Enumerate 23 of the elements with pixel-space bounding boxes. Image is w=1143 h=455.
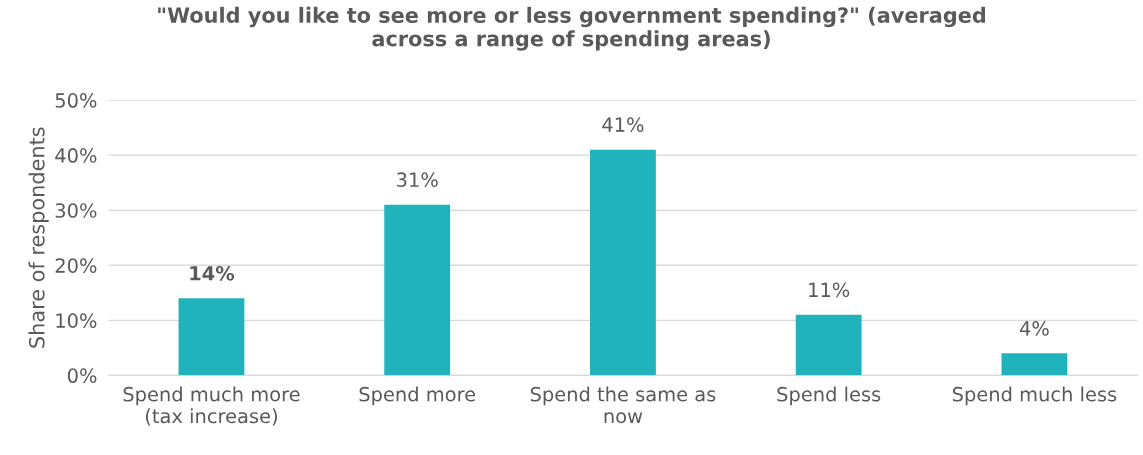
y-tick-label: 30% xyxy=(55,203,97,218)
x-tick-label: Spend much less xyxy=(952,386,1117,406)
data-label: 41% xyxy=(602,117,644,132)
bar xyxy=(590,149,656,376)
data-label: 4% xyxy=(1019,320,1049,336)
x-tick-label: Spend the same as now xyxy=(530,386,716,424)
bar xyxy=(384,204,451,376)
x-tick-label: Spend much more (tax increase) xyxy=(123,386,300,426)
bar xyxy=(1001,353,1068,376)
y-tick-label: 40% xyxy=(55,148,97,163)
y-tick-label: 0% xyxy=(67,368,97,384)
y-axis-title: Share of respondents xyxy=(28,127,49,348)
data-label: 14% xyxy=(190,265,235,281)
bar xyxy=(795,314,862,376)
data-label: 31% xyxy=(397,172,438,188)
y-tick-label: 10% xyxy=(56,313,97,328)
data-label: 11% xyxy=(809,282,850,298)
y-tick-label: 50% xyxy=(55,93,97,108)
y-tick-label: 20% xyxy=(55,258,97,273)
x-tick-label: Spend less xyxy=(777,386,881,406)
x-tick-label: Spend more xyxy=(359,386,476,406)
chart-title: "Would you like to see more or less government spending?" (averaged across a range of spending areas) xyxy=(158,6,986,51)
bar xyxy=(178,298,245,376)
